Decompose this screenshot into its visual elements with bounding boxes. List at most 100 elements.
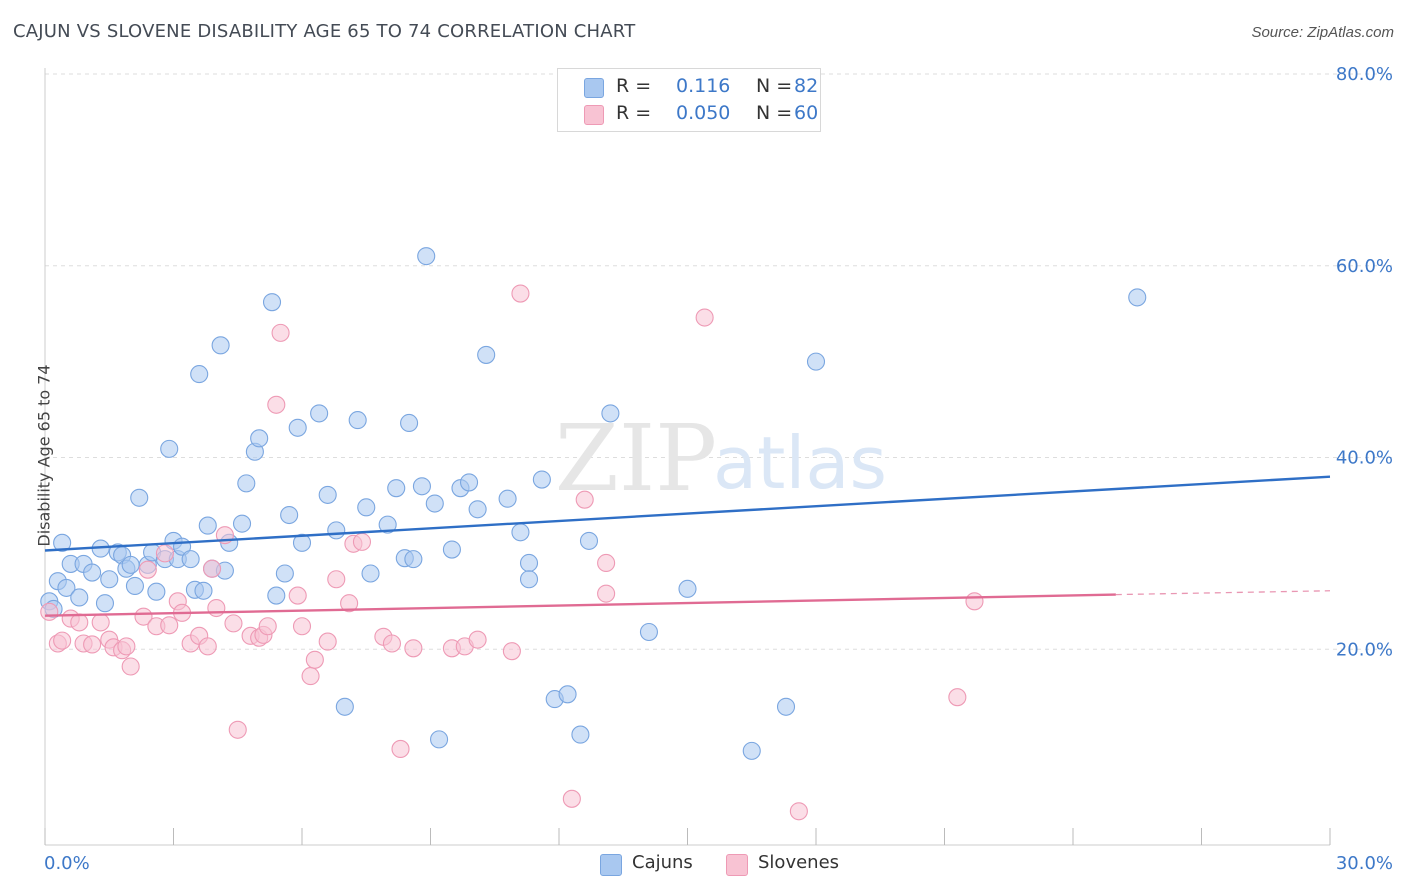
point-slovenes [382,634,402,653]
legend-r-label: R = [616,102,652,124]
point-cajuns [335,697,354,716]
legend-n-value: 82 [794,75,819,97]
point-cajuns [181,550,200,569]
tick-labels: 20.0% 40.0% 60.0% 80.0% 0.0% 30.0% [44,64,1393,874]
point-cajuns [404,550,423,569]
bottom-legend-swatch-cajuns [600,854,622,876]
point-slovenes [117,637,136,656]
bottom-legend-swatch-slovenes [726,854,748,876]
trend-extension-slovenes [1115,590,1331,596]
point-slovenes [271,323,290,342]
point-slovenes [597,584,616,603]
point-cajuns [430,730,449,749]
point-cajuns [742,741,761,760]
legend-n-label: N = [756,75,793,97]
point-cajuns [100,570,119,589]
trend-line-slovenes [44,593,1116,617]
point-slovenes [965,592,984,611]
y-tick-label: 60.0% [1336,256,1393,277]
point-cajuns [288,418,307,437]
point-cajuns [459,473,479,492]
point-cajuns [532,470,551,489]
point-slovenes [391,739,410,759]
point-slovenes [258,617,277,636]
point-slovenes [502,642,521,661]
legend-swatch-cajuns [584,78,604,98]
point-cajuns [53,533,72,552]
point-slovenes [352,532,372,551]
point-cajuns [387,479,406,498]
point-cajuns [232,514,252,533]
point-cajuns [250,429,269,448]
point-slovenes [575,490,594,509]
point-slovenes [305,650,324,669]
point-cajuns [318,485,337,504]
point-cajuns [519,570,539,589]
legend-r-value: 0.116 [676,75,731,97]
bottom-legend-label-slovenes: Slovenes [758,852,840,873]
point-cajuns [267,586,286,605]
point-slovenes [224,614,243,633]
legend-n-value: 60 [794,102,819,124]
point-cajuns [310,404,329,423]
point-cajuns [190,365,209,384]
legend-r-value: 0.050 [676,102,731,124]
point-slovenes [207,598,226,618]
point-cajuns [601,404,620,423]
point-cajuns [95,594,115,613]
point-cajuns [237,474,256,493]
y-tick-label: 40.0% [1336,448,1393,469]
trend-line-cajuns [44,475,1331,552]
point-slovenes [83,635,102,654]
point-cajuns [806,352,826,371]
x-tick-label-min: 0.0% [44,853,90,874]
point-slovenes [155,544,174,563]
point-slovenes [695,308,714,327]
point-cajuns [83,563,102,582]
point-cajuns [292,533,312,552]
point-cajuns [194,581,213,600]
legend-n-label: N = [756,102,793,124]
point-cajuns [519,553,539,573]
point-cajuns [280,505,299,525]
point-slovenes [597,553,616,573]
point-cajuns [262,293,282,312]
point-cajuns [498,489,517,508]
point-cajuns [147,582,166,601]
point-cajuns [121,555,140,574]
point-cajuns [639,622,659,642]
y-axis-label: Disability Age 65 to 74 [34,364,54,547]
point-cajuns [1128,288,1147,307]
legend: R = 0.116 N = 82 R = 0.050 N = 60 [557,68,821,132]
point-cajuns [378,515,397,534]
point-slovenes [53,631,72,650]
point-cajuns [160,439,179,458]
point-slovenes [40,602,59,621]
point-cajuns [425,494,444,513]
data-points [40,247,1147,821]
point-slovenes [468,630,487,649]
point-slovenes [327,570,346,589]
point-slovenes [288,586,307,605]
point-cajuns [412,477,431,496]
point-slovenes [511,284,530,303]
watermark-atlas: atlas [713,421,887,505]
point-cajuns [211,336,230,355]
x-tick-label-max: 30.0% [1336,853,1393,874]
point-cajuns [198,516,217,535]
point-slovenes [134,607,153,626]
point-cajuns [125,576,144,596]
point-cajuns [70,588,89,607]
legend-r-label: R = [616,75,652,97]
point-slovenes [340,594,359,613]
point-slovenes [267,395,286,414]
chart-title: CAJUN VS SLOVENE DISABILITY AGE 65 TO 74… [13,21,636,42]
y-tick-label: 80.0% [1336,64,1393,85]
watermark: ZIP atlas [555,405,887,512]
point-slovenes [121,657,140,676]
legend-swatch-slovenes [584,105,604,125]
y-tick-label: 20.0% [1336,639,1393,660]
point-slovenes [91,613,110,632]
point-slovenes [301,667,320,686]
point-cajuns [417,247,436,266]
